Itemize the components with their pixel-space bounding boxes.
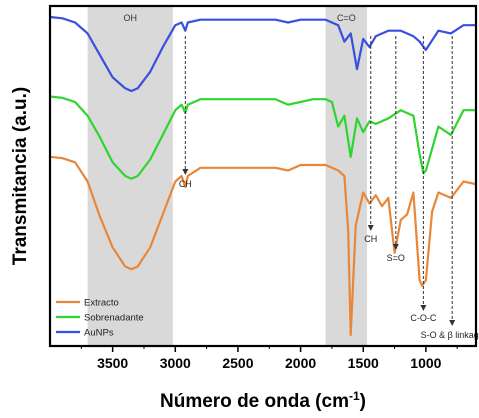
shaded-region-label-1: C=O	[337, 13, 356, 23]
x-axis-label-sup: -1	[349, 389, 360, 403]
series-line-extracto	[49, 155, 477, 337]
x-axis-label-suffix: )	[360, 391, 366, 412]
plot-frame	[48, 4, 478, 348]
legend-label-2: AuNPs	[84, 328, 114, 339]
x-axis-label: Número de onda (cm-1)	[160, 389, 366, 412]
x-axis-label-main: Número de onda (cm	[160, 391, 349, 412]
shaded-region-1	[325, 6, 367, 346]
y-axis-label: Transmitancia (a.u.)	[10, 87, 31, 265]
series-line-aunps	[49, 15, 476, 93]
annotation-label-4: S-O & β linkage	[421, 330, 479, 340]
x-tick-label-2: 2500	[222, 355, 253, 371]
x-tick-label-0: 3500	[97, 355, 128, 371]
x-tick-label-3: 2000	[285, 355, 316, 371]
legend: Extracto Sobrenadante AuNPs	[56, 298, 144, 339]
legend-label-1: Sobrenadante	[84, 313, 144, 324]
annotation-label-1: CH	[364, 234, 377, 244]
series-line-sobrenadante	[49, 95, 476, 180]
shaded-region-label-0: OH	[123, 13, 137, 23]
x-axis-ticks: 3500 3000 2500 2000 1500 1000	[80, 346, 458, 371]
annotations: CH CH S=O C-O-C S-O & β linkage	[179, 36, 479, 340]
annotation-label-2: S=O	[387, 253, 405, 263]
annotation-label-0: CH	[179, 179, 192, 189]
x-tick-label-4: 1500	[348, 355, 379, 371]
shaded-region-0	[87, 6, 173, 346]
annotation-label-3: C-O-C	[410, 313, 436, 323]
legend-label-0: Extracto	[84, 298, 119, 309]
x-tick-label-5: 1000	[410, 355, 441, 371]
series-lines	[49, 15, 477, 337]
x-tick-label-1: 3000	[160, 355, 191, 371]
shaded-regions: OH C=O	[87, 6, 367, 346]
